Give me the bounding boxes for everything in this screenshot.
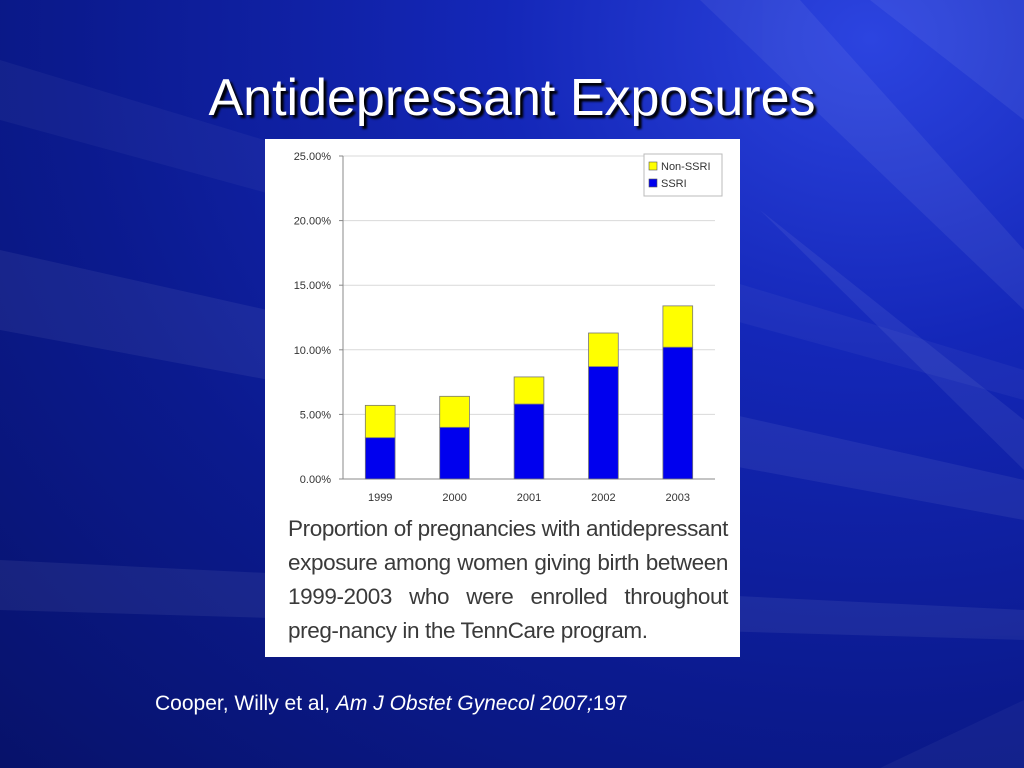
bar-ssri-2002: [588, 366, 619, 480]
legend-box: [643, 153, 723, 197]
chart-caption: Proportion of pregnancies with antidepre…: [288, 516, 728, 643]
x-tick-label: 2001: [517, 492, 541, 504]
y-tick-label: 10.00%: [294, 345, 332, 357]
y-tick-label: 5.00%: [300, 409, 331, 421]
y-tick-label: 20.00%: [294, 216, 332, 228]
slide-title: Antidepressant Exposures: [208, 69, 816, 127]
legend-label: Non-SSRI: [661, 161, 711, 173]
bar-ssri-2001: [513, 403, 545, 480]
legend-swatch: [648, 161, 658, 171]
citation-authors: Cooper, Willy et al,: [155, 692, 336, 715]
bar-ssri-1999: [364, 437, 396, 480]
y-tick-label: 25.00%: [294, 151, 332, 163]
y-tick-label: 15.00%: [294, 280, 332, 292]
bar-non-ssri-1999: [364, 404, 396, 439]
legend-label: SSRI: [661, 178, 687, 190]
citation: Cooper, Willy et al, Am J Obstet Gynecol…: [155, 690, 628, 718]
y-tick-label: 0.00%: [300, 474, 331, 486]
x-tick-label: 2000: [442, 492, 466, 504]
citation-journal: Am J Obstet Gynecol 2007;: [335, 692, 593, 715]
bar-non-ssri-2002: [588, 332, 619, 367]
bar-non-ssri-2003: [662, 305, 694, 348]
stacked-bar-chart: 0.00% 5.00% 10.00% 15.00% 20.00% 25.00% 1999 20…: [294, 151, 723, 504]
bar-non-ssri-2000: [439, 395, 470, 428]
bar-ssri-2000: [439, 426, 470, 480]
x-tick-label: 2002: [591, 492, 615, 504]
chart-panel: 0.00% 5.00% 10.00% 15.00% 20.00% 25.00% 1999 20…: [265, 139, 740, 657]
bar-ssri-2003: [662, 346, 694, 480]
legend-swatch: [648, 178, 658, 188]
bar-non-ssri-2001: [513, 376, 545, 405]
citation-volume: 197: [592, 692, 628, 715]
x-tick-label: 2003: [666, 492, 690, 504]
x-tick-label: 1999: [368, 492, 392, 504]
